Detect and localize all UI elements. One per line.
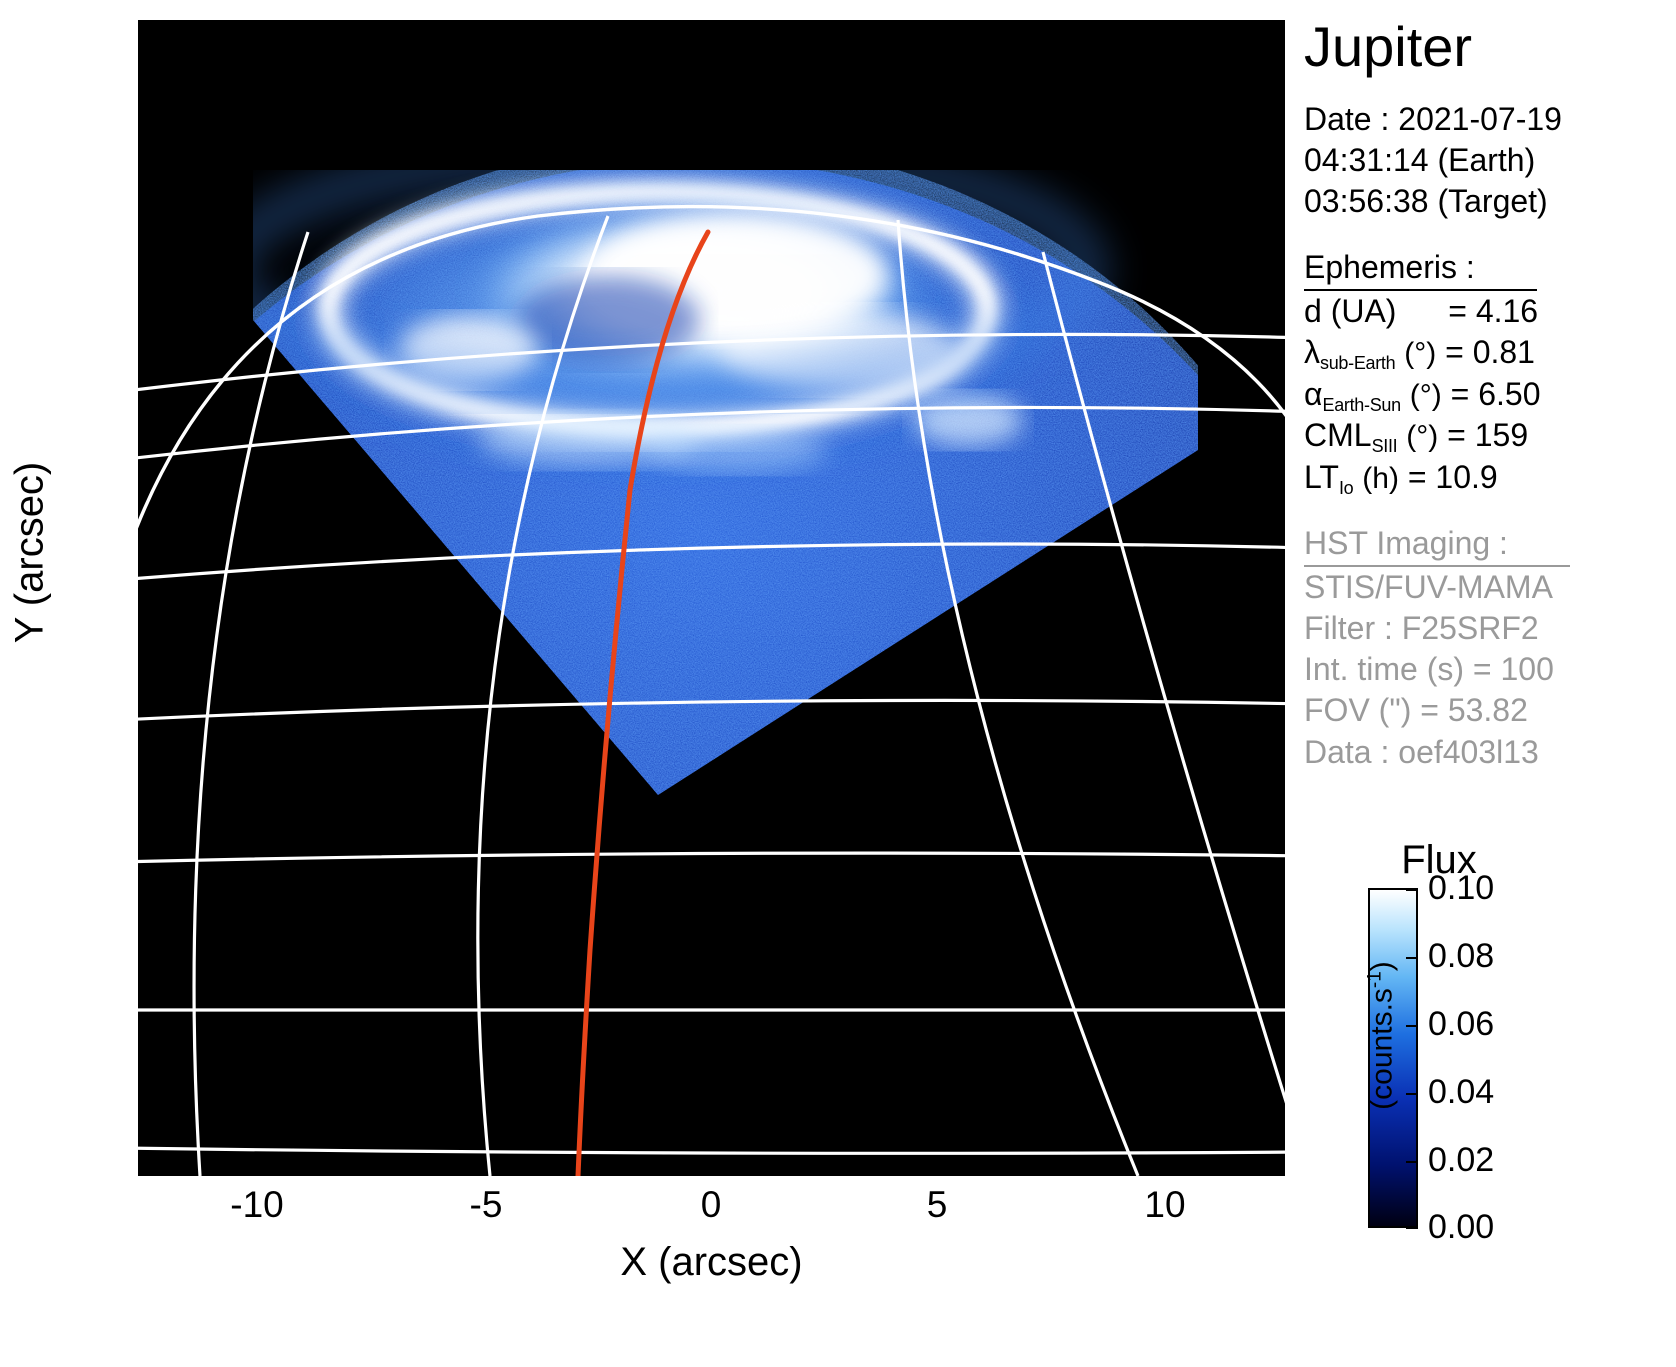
unit-suffix: ) xyxy=(1365,961,1399,972)
plot-canvas xyxy=(138,20,1285,1176)
colorbar-tick-010: 0.10 xyxy=(1428,869,1495,907)
cml-value: = 159 xyxy=(1447,417,1529,454)
planet-limb xyxy=(138,204,1285,529)
alpha-value: = 6.50 xyxy=(1450,375,1541,412)
instrument-header: HST Imaging : xyxy=(1304,525,1570,567)
lt-unit: (h) xyxy=(1362,461,1399,495)
instrument-dataset-id: Data : oef403l13 xyxy=(1304,733,1539,770)
distance-label: d (UA) xyxy=(1304,292,1397,329)
x-tick-10: 10 xyxy=(1144,1184,1186,1225)
colorbar-gradient xyxy=(1368,888,1418,1228)
cml-unit: (°) xyxy=(1406,420,1439,454)
latitude-grid xyxy=(138,332,1285,1155)
colorbar-tick-000: 0.00 xyxy=(1428,1208,1495,1246)
lambda-subscript: sub-Earth xyxy=(1320,352,1396,373)
x-axis-title: X (arcsec) xyxy=(620,1240,803,1284)
observation-time-earth: 04:31:14 (Earth) xyxy=(1304,142,1536,179)
cml-subscript: SIII xyxy=(1371,436,1398,457)
alpha-subscript: Earth-Sun xyxy=(1322,394,1402,415)
colorbar-tick-006: 0.06 xyxy=(1428,1005,1495,1043)
target-title: Jupiter xyxy=(1304,15,1473,78)
x-tick-neg10: -10 xyxy=(230,1184,284,1225)
x-tick-0: 0 xyxy=(700,1184,722,1225)
distance-value: = 4.16 xyxy=(1448,292,1539,329)
colorbar-tick-008: 0.08 xyxy=(1428,937,1495,975)
observation-time-target: 03:56:38 (Target) xyxy=(1304,183,1548,220)
instrument-detector: STIS/FUV-MAMA xyxy=(1304,568,1553,605)
lambda-value: = 0.81 xyxy=(1445,333,1535,370)
observation-date: Date : 2021-07-19 xyxy=(1304,100,1562,137)
info-panel: Jupiter Date : 2021-07-19 04:31:14 (Eart… xyxy=(1300,0,1676,1367)
lt-value: = 10.9 xyxy=(1407,458,1498,495)
colorbar-tick-004: 0.04 xyxy=(1428,1073,1495,1111)
colorbar: Flux (counts.s-1) 0.10 0.08 0.06 0.04 0.… xyxy=(1300,838,1676,1268)
ephemeris-io-local-time: LTIo (h) = 10.9 xyxy=(1304,457,1676,499)
x-tick-5: 5 xyxy=(926,1184,948,1225)
ephemeris-distance: d (UA) = 4.16 xyxy=(1304,291,1676,332)
lambda-unit: (°) xyxy=(1404,336,1437,370)
meridian-grid xyxy=(192,215,1285,1176)
ephemeris-header: Ephemeris : xyxy=(1304,249,1537,291)
instrument-integration-time: Int. time (s) = 100 xyxy=(1304,651,1554,688)
alpha-unit: (°) xyxy=(1409,378,1442,412)
unit-exponent: -1 xyxy=(1364,971,1386,989)
lambda-symbol: λ xyxy=(1304,333,1320,370)
x-tick-neg5: -5 xyxy=(469,1184,503,1225)
colorbar-tick-002: 0.02 xyxy=(1428,1141,1495,1179)
ephemeris-block: Ephemeris : d (UA) = 4.16 λsub-Earth (°)… xyxy=(1300,249,1676,499)
io-footprint-trace xyxy=(575,229,711,1176)
alpha-symbol: α xyxy=(1304,375,1323,412)
y-axis-title: Y (arcsec) xyxy=(7,461,52,644)
aurora-image-plot xyxy=(138,20,1285,1176)
ephemeris-phase-angle: αEarth-Sun (°) = 6.50 xyxy=(1304,374,1676,416)
unit-prefix: (counts.s xyxy=(1365,988,1399,1110)
colorbar-title: Flux xyxy=(1401,838,1477,882)
instrument-fov: FOV (") = 53.82 xyxy=(1304,692,1528,729)
cml-label: CML xyxy=(1304,417,1372,454)
instrument-filter: Filter : F25SRF2 xyxy=(1304,609,1539,646)
ephemeris-sub-earth-latitude: λsub-Earth (°) = 0.81 xyxy=(1304,332,1676,374)
colorbar-unit-label: (counts.s-1) xyxy=(1365,886,1400,1186)
auroral-oval xyxy=(253,170,1108,472)
instrument-block: HST Imaging : STIS/FUV-MAMA Filter : F25… xyxy=(1300,525,1676,773)
lt-subscript: Io xyxy=(1338,477,1354,498)
ephemeris-cml: CMLSIII (°) = 159 xyxy=(1304,415,1676,457)
lt-label: LT xyxy=(1304,458,1339,495)
